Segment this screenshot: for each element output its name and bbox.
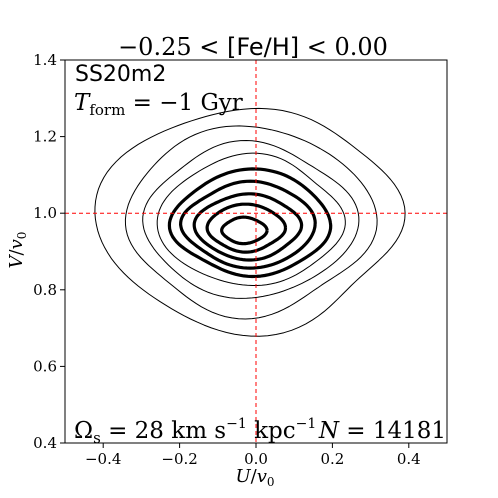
x-tick-label: −0.4 <box>85 450 121 468</box>
y-label-sub: 0 <box>15 232 29 240</box>
reference-lines <box>65 60 447 443</box>
y-tick-label: 0.6 <box>33 357 57 375</box>
tform-sub: form <box>89 101 125 119</box>
y-tick-label: 0.8 <box>33 281 57 299</box>
title-right: < 0.00 <box>299 33 388 61</box>
plot-area: −0.4 −0.2 0.0 0.2 0.4 0.4 0.6 0.8 1.0 1.2 1.4 <box>33 51 448 468</box>
title-middle: [Fe/H] <box>227 33 299 61</box>
y-tick-label: 0.4 <box>33 434 57 452</box>
x-label-main: U <box>235 466 251 487</box>
contour-level-9 <box>220 215 269 246</box>
y-tick-label: 1.4 <box>33 51 57 69</box>
x-label-sub: 0 <box>267 475 275 489</box>
model-label: SS20m2 <box>75 62 166 87</box>
x-ticks: −0.4 −0.2 0.0 0.2 0.4 <box>85 443 421 468</box>
omega-value: = 28 km s <box>101 418 226 444</box>
contour-level-5 <box>167 167 333 279</box>
contour-level-8 <box>205 202 288 254</box>
x-tick-label: 0.0 <box>244 450 268 468</box>
contour-level-6 <box>179 179 317 270</box>
count-label: N = 14181 <box>318 418 446 444</box>
y-ticks: 0.4 0.6 0.8 1.0 1.2 1.4 <box>33 51 65 452</box>
omega-unit2: kpc <box>247 418 296 444</box>
omega-var: Ω <box>74 418 93 444</box>
contour-level-2 <box>124 125 378 320</box>
y-tick-label: 1.2 <box>33 128 57 146</box>
y-tick-label: 1.0 <box>33 204 57 222</box>
x-label-var: v <box>257 466 267 487</box>
title-left: −0.25 < <box>118 33 227 61</box>
y-label-sep: / <box>6 248 27 255</box>
count-var: N <box>318 418 340 444</box>
tform-value: = −1 Gyr <box>125 90 242 116</box>
x-tick-label: 0.4 <box>397 450 421 468</box>
contour-level-4 <box>156 152 346 286</box>
y-label-var: v <box>6 239 27 249</box>
x-axis-label: U/v0 <box>235 466 274 489</box>
contour-level-7 <box>192 192 304 262</box>
x-tick-label: −0.2 <box>161 450 197 468</box>
omega-label: Ωs = 28 km s−1 kpc−1 <box>74 416 316 447</box>
omega-exp2: −1 <box>296 416 317 432</box>
omega-exp1: −1 <box>226 416 247 432</box>
contour-level-1 <box>94 107 406 337</box>
chart-title: −0.25 < [Fe/H] < 0.00 <box>118 33 388 61</box>
count-value: = 14181 <box>339 418 446 444</box>
x-tick-label: 0.2 <box>320 450 344 468</box>
contour-level-3 <box>142 140 360 299</box>
y-axis-label: V/v0 <box>6 232 29 269</box>
contour-group <box>94 107 406 337</box>
tform-label: Tform = −1 Gyr <box>74 90 243 119</box>
x-label-sep: / <box>251 466 258 487</box>
tform-var: T <box>74 90 91 116</box>
omega-sub: s <box>93 429 101 447</box>
y-label-main: V <box>6 253 27 268</box>
